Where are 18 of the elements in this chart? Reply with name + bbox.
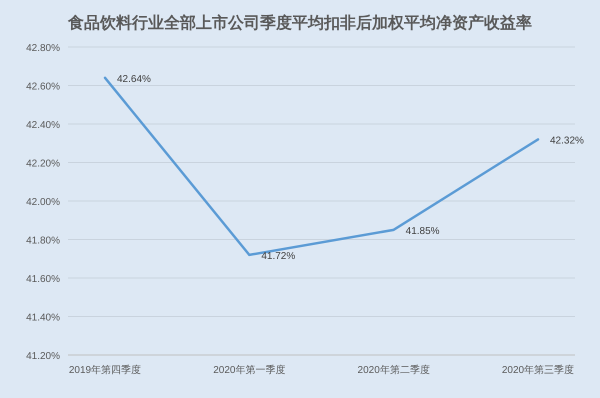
x-tick-label: 2020年第一季度	[213, 364, 286, 376]
y-tick-label: 42.40%	[26, 120, 60, 131]
x-tick-label: 2019年第四季度	[68, 364, 142, 376]
y-tick-label: 41.60%	[26, 274, 60, 285]
data-label: 41.72%	[261, 250, 296, 262]
x-tick-label: 2020年第三季度	[502, 364, 574, 376]
y-tick-label: 42.20%	[26, 158, 60, 170]
y-tick-label: 41.40%	[26, 312, 60, 324]
data-label: 42.32%	[550, 135, 584, 146]
y-tick-label: 42.00%	[26, 197, 60, 208]
y-tick-label: 41.80%	[26, 236, 60, 246]
y-tick-label: 41.20%	[26, 351, 60, 362]
data-label: 41.85%	[406, 226, 440, 237]
data-label: 42.64%	[117, 74, 152, 85]
x-tick-label: 2020年第二季度	[358, 364, 430, 376]
chart-title: 食品饮料行业全部上市公司季度平均扣非后加权平均净资产收益率	[67, 13, 532, 32]
y-tick-label: 42.80%	[26, 43, 60, 54]
y-tick-label: 42.60%	[26, 82, 60, 92]
